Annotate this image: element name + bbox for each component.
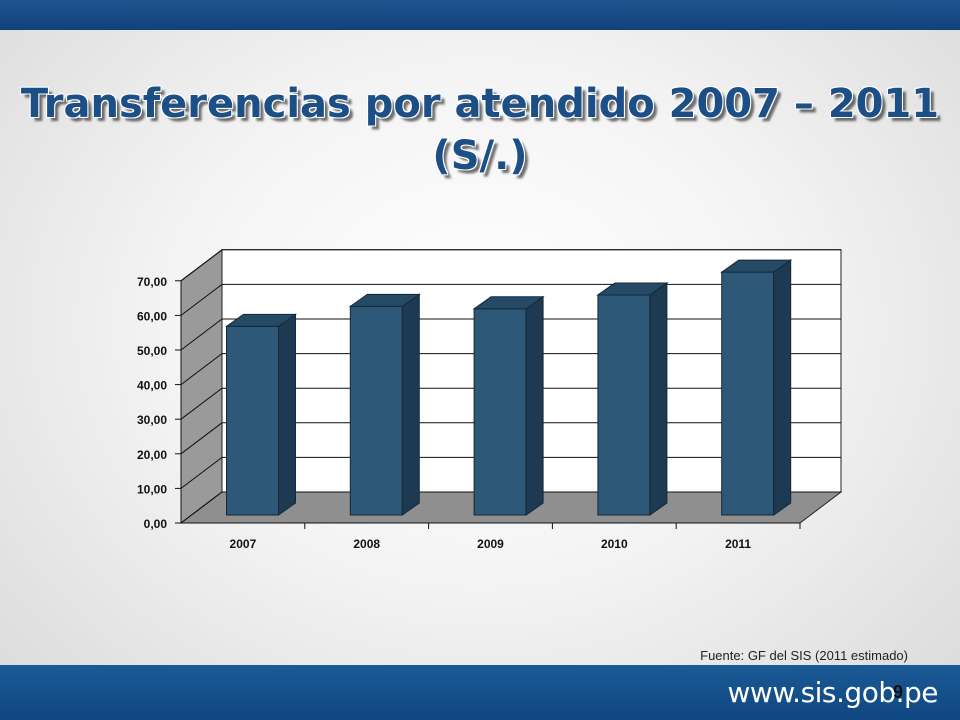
y-tick-label: 30,00 bbox=[137, 413, 167, 427]
title-line-2: (S/.) bbox=[432, 133, 528, 179]
bar-top bbox=[596, 282, 669, 296]
bar bbox=[348, 293, 421, 516]
website-logo: www.sis.gob.pe bbox=[727, 676, 939, 709]
bar-side bbox=[525, 295, 544, 516]
y-tick-label: 40,00 bbox=[137, 379, 167, 393]
bar-top bbox=[348, 293, 421, 307]
x-tick-label: 2009 bbox=[477, 537, 504, 551]
chart-bars bbox=[224, 259, 793, 516]
bar-top bbox=[472, 296, 545, 310]
bar-front bbox=[597, 294, 651, 516]
y-tick-label: 50,00 bbox=[137, 344, 167, 358]
bar-side bbox=[649, 281, 668, 516]
x-tick-label: 2007 bbox=[230, 537, 257, 551]
x-tick-label: 2010 bbox=[601, 537, 628, 551]
y-tick-label: 20,00 bbox=[137, 448, 167, 462]
bar-side bbox=[773, 259, 792, 516]
bar-front bbox=[473, 308, 527, 516]
y-axis-tick-labels: 0,00 10,00 20,00 30,00 40,00 50,00 60,00 70,00 bbox=[137, 275, 167, 531]
x-axis-tick-labels: 2007 2008 2009 2010 2011 bbox=[230, 537, 752, 551]
x-tick-label: 2008 bbox=[353, 537, 380, 551]
gridline bbox=[180, 249, 841, 282]
side-wall bbox=[180, 248, 223, 525]
top-banner bbox=[0, 0, 960, 30]
x-tick-label: 2011 bbox=[725, 537, 751, 551]
bar-front bbox=[721, 271, 775, 516]
bar-side bbox=[401, 293, 420, 516]
bar bbox=[224, 313, 298, 516]
page-number: 9 bbox=[893, 682, 904, 702]
bar-front bbox=[349, 305, 403, 516]
bar bbox=[472, 295, 545, 516]
bar-top bbox=[720, 259, 793, 273]
bar bbox=[720, 259, 793, 516]
bar-top bbox=[224, 313, 298, 327]
y-tick-label: 10,00 bbox=[137, 482, 167, 496]
y-tick-label: 70,00 bbox=[137, 275, 167, 289]
title-line-1: Transferencias por atendido 2007 – 2011 bbox=[20, 81, 940, 127]
slide-title: Transferencias por atendido 2007 – 2011 … bbox=[0, 78, 960, 182]
bar-front bbox=[226, 325, 279, 516]
bar bbox=[596, 281, 669, 516]
y-tick-label: 0,00 bbox=[144, 517, 168, 531]
y-tick-label: 60,00 bbox=[137, 309, 167, 323]
bottom-banner bbox=[0, 665, 960, 720]
bar-side bbox=[278, 313, 296, 516]
source-note: Fuente: GF del SIS (2011 estimado) bbox=[700, 648, 908, 663]
